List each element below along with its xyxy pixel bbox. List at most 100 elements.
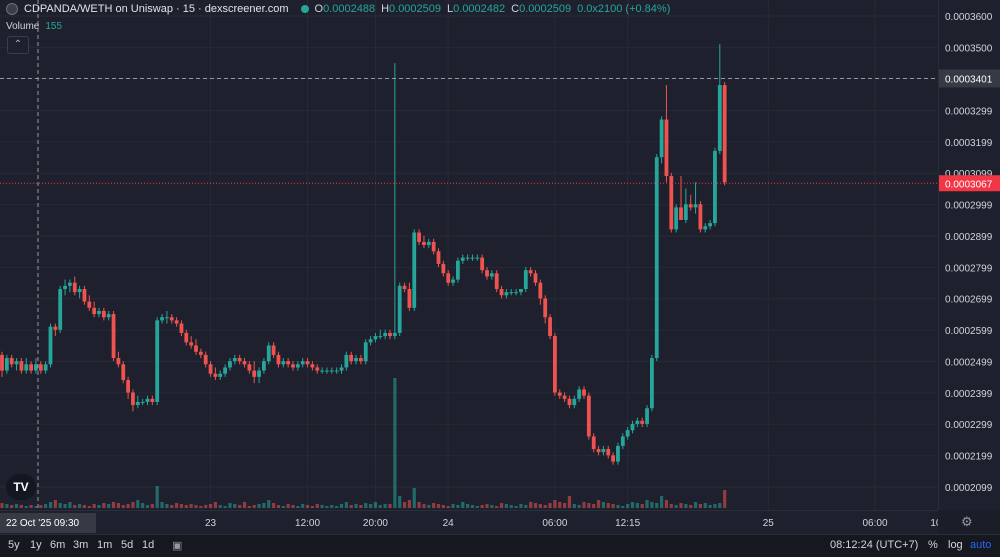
candle-body	[664, 119, 669, 177]
candle-body	[659, 119, 664, 158]
volume-bar	[78, 504, 82, 508]
price-tick-label: 0.0003199	[945, 138, 993, 149]
candle-body	[169, 317, 174, 321]
candle-body	[262, 361, 266, 371]
candle-body	[378, 336, 383, 338]
candle-body	[426, 241, 431, 246]
volume-bar	[427, 505, 431, 508]
volume-bar	[563, 503, 567, 508]
range-5y-button[interactable]: 5y	[8, 539, 20, 551]
price-tick-label: 0.0002299	[945, 420, 993, 431]
volume-bar	[664, 500, 669, 508]
volume-bar	[538, 504, 542, 508]
volume-bar	[601, 502, 605, 508]
candle-body	[582, 389, 586, 396]
range-5d-button[interactable]: 5d	[121, 539, 134, 551]
volume-bar	[262, 503, 266, 508]
range-6m-button[interactable]: 6m	[50, 539, 66, 551]
volume-bar	[34, 506, 38, 508]
log-toggle[interactable]: log	[948, 539, 963, 551]
chart-plot-area[interactable]: CDPANDA/WETH on Uniswap · 15 · dexscreen…	[0, 0, 944, 510]
gear-icon[interactable]: ⚙	[961, 514, 973, 529]
candle-body	[679, 207, 683, 220]
candlestick-chart[interactable]	[0, 0, 944, 510]
volume-bar	[208, 504, 213, 508]
candle-body	[334, 370, 339, 372]
bottom-toolbar: 5y 1y 6m 3m 1m 5d 1d ▣ 08:12:24 (UTC+7) …	[0, 534, 1000, 557]
volume-bar	[170, 505, 174, 508]
volume-bar	[645, 500, 649, 508]
volume-bar	[330, 505, 334, 508]
candle-body	[276, 354, 281, 365]
volume-bar	[223, 506, 227, 508]
clock-time[interactable]: 08:12:24 (UTC+7)	[830, 539, 919, 551]
volume-bar	[175, 503, 179, 508]
candle-body	[247, 364, 252, 371]
volume-bar	[349, 505, 353, 508]
volume-bar	[703, 503, 707, 508]
candle-body	[431, 241, 436, 252]
range-1d-button[interactable]: 1d	[142, 539, 155, 551]
candle-body	[504, 292, 509, 296]
volume-bar	[611, 504, 615, 508]
range-3m-button[interactable]: 3m	[73, 539, 89, 551]
volume-bar	[242, 502, 247, 508]
candle-body	[688, 204, 693, 208]
calendar-icon[interactable]: ▣	[172, 540, 183, 552]
candle-body	[470, 257, 475, 259]
candle-body	[140, 401, 145, 403]
chart-title: CDPANDA/WETH on Uniswap · 15 · dexscreen…	[24, 3, 289, 15]
volume-bar	[276, 505, 281, 508]
volume-bar	[470, 505, 475, 508]
volume-bar	[369, 504, 373, 508]
volume-bar	[655, 503, 659, 508]
candle-body	[533, 273, 538, 283]
volume-bar	[509, 505, 513, 508]
candle-body	[0, 354, 4, 371]
volume-bar	[315, 504, 319, 508]
candle-body	[543, 298, 548, 318]
crosshair-time-badge	[0, 513, 96, 533]
volume-bar	[82, 505, 87, 508]
volume-bar	[320, 505, 324, 508]
tradingview-logo[interactable]: TV	[6, 474, 36, 500]
volume-bar	[592, 504, 596, 508]
volume-bar	[155, 486, 159, 508]
candle-body	[635, 420, 640, 424]
candle-body	[121, 364, 126, 380]
time-axis[interactable]: 23 12:00 20:00 24 06:00 12:15 25 06:00 10:00 22 O…	[0, 510, 956, 535]
candle-body	[101, 310, 106, 318]
market-status-icon	[300, 5, 309, 13]
candle-body	[422, 241, 426, 246]
range-1y-button[interactable]: 1y	[30, 539, 42, 551]
auto-toggle[interactable]: auto	[970, 539, 992, 551]
candle-body	[237, 358, 242, 362]
close-value: 0.0002509	[519, 3, 572, 15]
percent-toggle[interactable]: %	[928, 539, 938, 551]
volume-bar	[432, 503, 436, 508]
volume-bar	[189, 504, 193, 508]
volume-bar	[14, 504, 19, 508]
candle-body	[97, 310, 101, 315]
volume-bar	[233, 504, 237, 508]
candle-body	[693, 204, 698, 208]
candle-body	[509, 292, 514, 294]
candle-body	[489, 273, 494, 277]
volume-bar	[412, 488, 416, 508]
collapse-legend-button[interactable]: ⌃	[7, 36, 29, 54]
volume-bar	[296, 506, 300, 508]
candle-body	[189, 342, 194, 346]
volume-bar	[466, 504, 470, 508]
volume-bar	[577, 505, 581, 508]
price-axis[interactable]: 0.0003600 0.0003500 0.0003401 0.0003299 0.00…	[938, 0, 1000, 510]
candle-body	[562, 395, 567, 399]
volume-bar	[626, 504, 630, 508]
volume-bar	[63, 504, 67, 508]
price-tick-label: 0.0002499	[945, 357, 993, 368]
candle-body	[456, 260, 460, 280]
candle-body	[717, 85, 722, 151]
range-1m-button[interactable]: 1m	[97, 539, 113, 551]
candle-body	[494, 273, 499, 289]
candle-body	[92, 307, 97, 315]
candle-body	[242, 361, 247, 365]
